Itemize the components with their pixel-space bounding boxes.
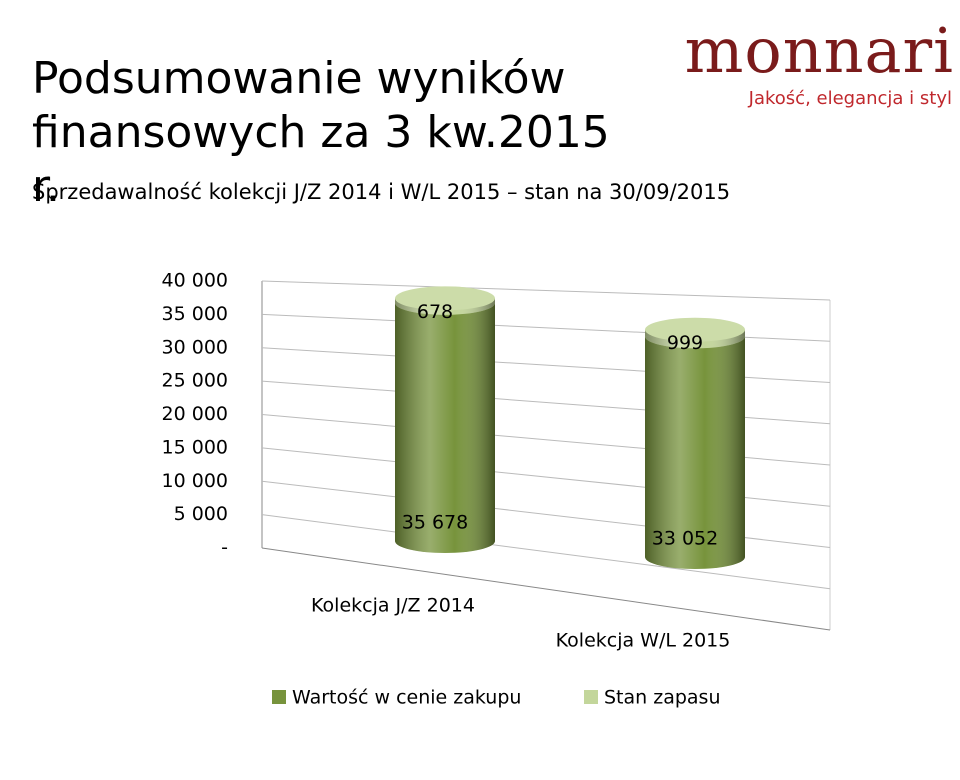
legend-swatch [272,690,286,704]
cylinder-part [645,336,745,557]
y-tick-label: 15 000 [162,436,228,458]
y-tick-label: 20 000 [162,403,228,425]
y-tick-label: 40 000 [162,270,228,292]
y-tick-label: 5 000 [174,503,228,525]
cylinder-segment [395,286,495,315]
data-label: 678 [417,301,453,323]
cylinder-part [395,302,495,541]
data-label: 33 052 [652,528,718,550]
logo: monnari [684,14,954,87]
data-label: 999 [667,332,703,354]
y-tick-label: 30 000 [162,336,228,358]
legend-label: Wartość w cenie zakupu [292,687,521,709]
legend-label: Stan zapasu [604,687,721,709]
y-tick-label: 25 000 [162,370,228,392]
cylinder-part [645,317,745,342]
grid-line [261,280,831,301]
cylinder-part [395,286,495,311]
cylinder-part [395,286,495,311]
slide-title: Podsumowanie wyników finansowych za 3 kw… [32,53,610,212]
cylinder-segment [645,324,745,569]
cylinder-part [645,317,745,342]
grid-line [261,547,831,631]
grid-line [261,514,831,590]
x-tick-label: Kolekcja W/L 2015 [556,630,731,652]
y-tick-label: 10 000 [162,470,228,492]
legend-swatch [584,690,598,704]
logo-tagline: Jakość, elegancja i styl [748,88,952,109]
y-tick-label: 35 000 [162,303,228,325]
cylinder-segment [645,317,745,349]
slide-subtitle: Sprzedawalność kolekcji J/Z 2014 i W/L 2… [32,180,731,204]
x-tick-label: Kolekcja J/Z 2014 [311,595,475,617]
data-label: 35 678 [402,512,468,534]
y-tick-label: - [221,537,228,559]
